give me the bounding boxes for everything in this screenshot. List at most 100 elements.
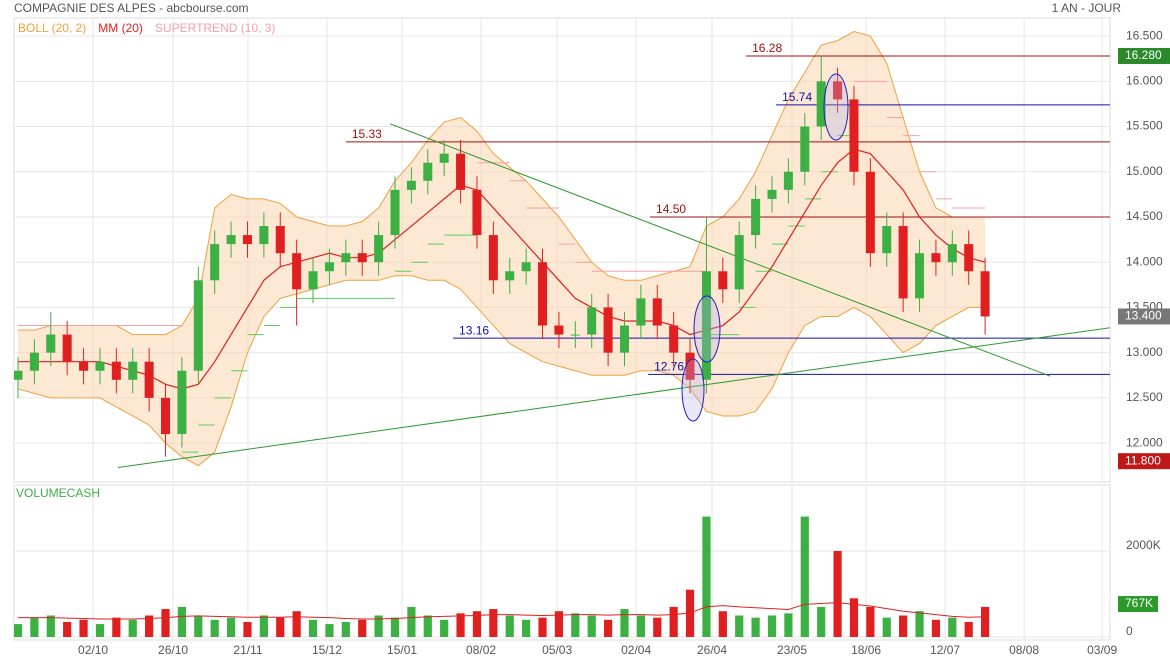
volume-bar (276, 617, 285, 637)
volume-bar (259, 615, 268, 637)
volume-bar (489, 609, 498, 637)
candle-body (538, 262, 548, 326)
volume-bar (243, 621, 252, 637)
volume-bar (751, 617, 760, 637)
candle-body (406, 180, 416, 190)
bollinger-lower (17, 275, 986, 467)
volume-bar (849, 598, 859, 637)
volume-plot (14, 485, 1110, 640)
x-tick-label: 08/08 (1009, 643, 1039, 657)
level-label: 12.76 (654, 360, 684, 374)
candle-body (947, 244, 957, 263)
candle-body (865, 171, 875, 254)
candle-body (357, 253, 367, 263)
candle-body (734, 235, 744, 290)
level-label: 16.28 (752, 41, 782, 55)
candle-body (177, 370, 187, 435)
y-tick-label: 2000K (1126, 538, 1161, 552)
volume-bar (112, 617, 121, 637)
candle-body (423, 162, 433, 181)
candle-body (374, 235, 384, 263)
volume-bar (505, 615, 514, 637)
legend-entry: BOLL (20, 2) (18, 21, 86, 35)
candle-body (79, 361, 89, 371)
level-label: 13.16 (459, 323, 489, 337)
candle-body (275, 226, 285, 254)
price-tag (1118, 308, 1170, 325)
x-tick-label: 18/06 (851, 643, 881, 657)
highlight-ellipse (823, 73, 849, 141)
y-tick-label: 12.000 (1126, 435, 1163, 449)
candle-body (685, 352, 695, 380)
candle-body (14, 370, 23, 380)
volume-bar (358, 619, 367, 637)
volume-bar (653, 617, 662, 637)
volume-tag (1118, 596, 1158, 613)
volume-bar (423, 615, 432, 637)
level-label: 14.50 (656, 202, 686, 216)
candle-body (718, 271, 728, 290)
candle-body (193, 280, 203, 371)
y-tick-label: 0 (1126, 624, 1133, 638)
volume-bar (194, 615, 203, 637)
volume-bar (145, 615, 154, 637)
volume-bar (407, 606, 416, 637)
price-tag-label: 13.400 (1125, 309, 1162, 323)
x-tick-label: 02/04 (621, 643, 651, 657)
y-tick-label: 14.500 (1126, 209, 1163, 223)
volume-bar (456, 613, 465, 637)
axes: 02/10 26/10 21/11 15/12 15/01 08/02 05/03 02/04… (78, 28, 1170, 657)
volume-bar (636, 615, 645, 637)
x-tick-label: 15/12 (312, 643, 342, 657)
volume-bar (587, 615, 596, 637)
x-tick-label: 23/05 (777, 643, 807, 657)
volume-bar (948, 617, 957, 637)
x-tick-label: 26/10 (158, 643, 188, 657)
volume-bar (915, 611, 924, 637)
candle-body (259, 226, 269, 245)
trendline (389, 123, 1051, 377)
volume-bar (440, 619, 449, 637)
candle-body (128, 361, 138, 380)
volume-bar (210, 619, 219, 637)
candle-body (783, 171, 793, 190)
highlight-ellipse (681, 358, 705, 422)
volume-bar (964, 621, 973, 637)
volume-bar (177, 606, 187, 637)
volume-bar (522, 619, 531, 637)
candle-body (488, 235, 498, 281)
volume-bar (767, 615, 777, 637)
volume-bar (718, 611, 727, 637)
volume-bar (63, 621, 72, 637)
candle-body (849, 99, 859, 172)
candle-body (242, 235, 252, 245)
candle-body (62, 334, 72, 362)
candle-body (767, 189, 777, 199)
level-label: 15.33 (352, 127, 382, 141)
candle-body (915, 253, 925, 299)
candle-body (751, 198, 761, 236)
volume-bar (702, 516, 711, 637)
period: 1 AN - JOUR (1052, 1, 1122, 15)
price-tag-label: 16.280 (1125, 48, 1162, 62)
x-tick-label: 05/03 (542, 643, 572, 657)
y-tick-label: 13.000 (1126, 345, 1163, 359)
candle-body (587, 307, 597, 335)
bollinger-band (18, 31, 986, 466)
candle-body (603, 307, 613, 353)
volume-bar (866, 606, 875, 637)
volume-bar (79, 619, 88, 637)
volume-bar (980, 606, 990, 637)
candle-body (554, 325, 564, 335)
candle-body (669, 325, 679, 353)
y-tick-label: 14.000 (1126, 254, 1163, 268)
candle-body (816, 81, 826, 127)
candle-body (324, 262, 334, 272)
volume-bar (620, 609, 629, 637)
candle-body (161, 397, 171, 435)
x-tick-label: 15/01 (387, 643, 417, 657)
candle-body (980, 271, 990, 317)
volume-bar (882, 617, 891, 637)
